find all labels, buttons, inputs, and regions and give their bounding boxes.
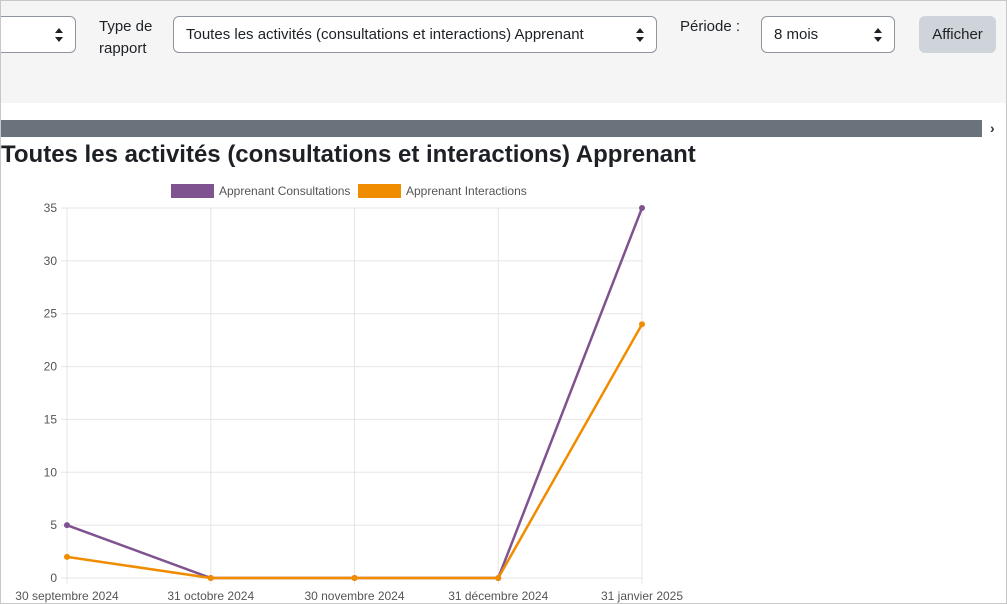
y-tick-label: 10 — [44, 465, 58, 479]
horizontal-scrollbar[interactable] — [1, 120, 982, 137]
legend-label: Apprenant Interactions — [406, 184, 527, 198]
x-tick-label: 30 septembre 2024 — [15, 589, 119, 603]
select-arrows-icon — [874, 28, 882, 42]
data-point — [639, 321, 645, 328]
period-label: Période : — [680, 18, 741, 35]
y-tick-label: 30 — [44, 254, 58, 268]
x-tick-label: 31 octobre 2024 — [167, 589, 254, 603]
report-filter-toolbar: Type de rapport Toutes les activités (co… — [0, 0, 1006, 103]
y-tick-label: 5 — [50, 518, 57, 532]
show-report-button[interactable]: Afficher — [919, 16, 996, 53]
first-filter-select[interactable] — [0, 16, 76, 53]
data-point — [495, 575, 502, 581]
data-point — [207, 575, 214, 581]
chevron-right-icon[interactable]: › — [990, 120, 995, 136]
y-tick-label: 15 — [44, 412, 58, 426]
data-point — [639, 205, 645, 211]
y-tick-label: 20 — [44, 360, 58, 374]
y-tick-label: 25 — [44, 307, 58, 321]
report-type-label: Type de rapport — [99, 18, 153, 57]
data-point — [64, 522, 70, 529]
period-value: 8 mois — [774, 26, 819, 43]
legend-swatch — [171, 184, 214, 198]
period-select[interactable]: 8 mois — [761, 16, 895, 53]
data-point — [64, 553, 70, 560]
y-tick-label: 35 — [44, 201, 58, 215]
select-arrows-icon — [636, 28, 644, 42]
report-title: Toutes les activités (consultations et i… — [1, 141, 696, 168]
legend-label: Apprenant Consultations — [219, 184, 350, 198]
x-tick-label: 31 janvier 2025 — [601, 589, 683, 603]
report-type-select[interactable]: Toutes les activités (consultations et i… — [173, 16, 657, 53]
report-type-value: Toutes les activités (consultations et i… — [186, 26, 584, 43]
x-tick-label: 31 décembre 2024 — [448, 589, 548, 603]
select-arrows-icon — [55, 28, 63, 42]
y-tick-label: 0 — [50, 571, 57, 585]
legend-swatch — [358, 184, 401, 198]
x-tick-label: 30 novembre 2024 — [304, 589, 404, 603]
data-point — [351, 575, 358, 581]
